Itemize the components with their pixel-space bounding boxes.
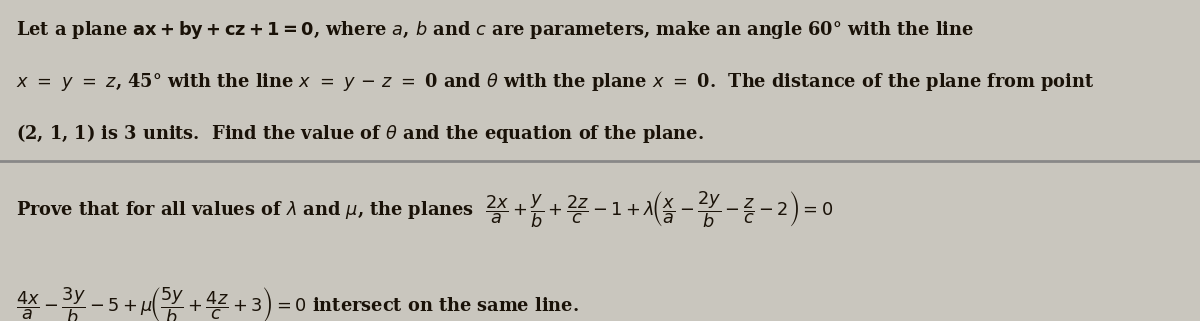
Text: $\dfrac{4x}{a}-\dfrac{3y}{b}-5+\mu\!\left(\dfrac{5y}{b}+\dfrac{4z}{c}+3\right)=0: $\dfrac{4x}{a}-\dfrac{3y}{b}-5+\mu\!\lef… <box>16 286 578 321</box>
Text: (2, 1, 1) is 3 units.  Find the value of $\mathit{\theta}$ and the equation of t: (2, 1, 1) is 3 units. Find the value of … <box>16 122 703 145</box>
Text: Prove that for all values of $\lambda$ and $\mu$, the planes  $\dfrac{2x}{a}+\df: Prove that for all values of $\lambda$ a… <box>16 189 833 230</box>
Text: $\mathit{x}$ $=$ $\mathit{y}$ $=$ $\mathit{z}$, 45° with the line $\mathit{x}$ $: $\mathit{x}$ $=$ $\mathit{y}$ $=$ $\math… <box>16 71 1094 93</box>
Text: Let a plane $\mathbf{ax + by + cz + 1 = 0}$, where $\mathit{a}$, $\mathit{b}$ an: Let a plane $\mathbf{ax + by + cz + 1 = … <box>16 19 973 41</box>
